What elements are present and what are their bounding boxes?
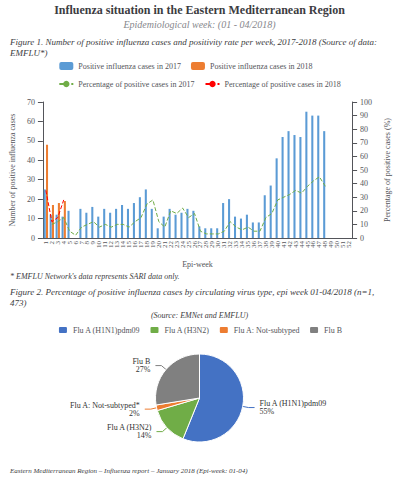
svg-text:30: 30 bbox=[214, 241, 223, 248]
svg-text:70: 70 bbox=[27, 98, 35, 107]
svg-text:Flu A: Not-subtyped*: Flu A: Not-subtyped* bbox=[70, 400, 140, 410]
svg-text:47: 47 bbox=[315, 241, 324, 248]
svg-text:Figure 1. Number of positive i: Figure 1. Number of positive influenza c… bbox=[9, 37, 379, 47]
svg-text:44: 44 bbox=[297, 241, 306, 248]
svg-text:51: 51 bbox=[339, 241, 348, 248]
svg-text:0: 0 bbox=[360, 234, 364, 243]
svg-text:(Source: EMNet and EMFLU): (Source: EMNet and EMFLU) bbox=[151, 311, 249, 320]
svg-text:34: 34 bbox=[238, 241, 247, 248]
svg-text:473): 473) bbox=[10, 298, 27, 308]
svg-text:14%: 14% bbox=[137, 431, 152, 440]
svg-text:48: 48 bbox=[321, 241, 330, 248]
svg-text:39: 39 bbox=[267, 241, 276, 248]
svg-text:37: 37 bbox=[255, 241, 264, 248]
svg-text:30: 30 bbox=[360, 193, 368, 202]
svg-text:Figure 2. Percentage of positi: Figure 2. Percentage of positive influen… bbox=[9, 287, 374, 297]
svg-text:49: 49 bbox=[327, 241, 336, 248]
svg-text:40: 40 bbox=[360, 179, 368, 188]
svg-text:31: 31 bbox=[220, 241, 229, 248]
svg-text:1: 1 bbox=[41, 241, 50, 245]
svg-text:* EMFLU Network's data represe: * EMFLU Network's data represents SARI d… bbox=[10, 272, 180, 281]
svg-text:32: 32 bbox=[226, 241, 235, 248]
svg-text:Flu B: Flu B bbox=[132, 357, 151, 367]
svg-text:60: 60 bbox=[27, 117, 35, 126]
svg-text:46: 46 bbox=[309, 241, 318, 248]
svg-text:2%: 2% bbox=[129, 409, 140, 418]
svg-text:36: 36 bbox=[250, 241, 258, 248]
svg-text:41: 41 bbox=[279, 241, 288, 248]
svg-text:20: 20 bbox=[154, 241, 163, 248]
svg-text:55%: 55% bbox=[260, 407, 275, 416]
svg-text:Positive influenza cases in 20: Positive influenza cases in 2018 bbox=[210, 62, 313, 71]
svg-text:27: 27 bbox=[196, 241, 205, 248]
svg-text:45: 45 bbox=[303, 241, 312, 248]
svg-text:90: 90 bbox=[360, 111, 368, 120]
svg-text:Flu A: Not-subtyped: Flu A: Not-subtyped bbox=[234, 326, 300, 335]
svg-text:20: 20 bbox=[360, 206, 368, 215]
svg-text:Flu B: Flu B bbox=[324, 326, 342, 335]
svg-text:52: 52 bbox=[345, 241, 353, 249]
svg-text:43: 43 bbox=[291, 241, 300, 248]
svg-text:22: 22 bbox=[166, 241, 175, 248]
svg-text:100: 100 bbox=[360, 98, 372, 107]
svg-text:Percentage of positive cases i: Percentage of positive cases in 2017 bbox=[78, 80, 194, 89]
svg-text:10: 10 bbox=[27, 214, 35, 223]
svg-text:40: 40 bbox=[27, 156, 35, 165]
svg-text:27%: 27% bbox=[136, 365, 151, 374]
svg-text:29: 29 bbox=[208, 241, 217, 248]
svg-text:20: 20 bbox=[27, 195, 35, 204]
svg-text:17: 17 bbox=[137, 241, 145, 248]
svg-text:Number of positive influenza c: Number of positive influenza cases bbox=[8, 114, 17, 227]
svg-text:10: 10 bbox=[360, 220, 368, 229]
svg-text:11: 11 bbox=[101, 241, 110, 248]
svg-text:50: 50 bbox=[27, 136, 35, 145]
svg-text:50: 50 bbox=[360, 166, 368, 175]
svg-text:21: 21 bbox=[160, 241, 169, 248]
svg-text:80: 80 bbox=[360, 125, 368, 134]
svg-text:42: 42 bbox=[285, 241, 294, 248]
svg-text:5: 5 bbox=[65, 241, 74, 245]
svg-text:15: 15 bbox=[125, 241, 134, 248]
svg-text:40: 40 bbox=[273, 241, 282, 248]
svg-text:70: 70 bbox=[360, 138, 368, 147]
svg-text:10: 10 bbox=[95, 241, 104, 248]
svg-text:Flu A (H1N1)pdm09: Flu A (H1N1)pdm09 bbox=[73, 326, 140, 335]
svg-text:0: 0 bbox=[31, 234, 35, 243]
svg-text:Positive influenza cases in 20: Positive influenza cases in 2017 bbox=[78, 62, 181, 71]
svg-text:28: 28 bbox=[202, 241, 211, 248]
svg-text:Percentage of positive cases i: Percentage of positive cases in 2018 bbox=[225, 80, 341, 89]
svg-text:4: 4 bbox=[59, 241, 68, 245]
svg-text:19: 19 bbox=[148, 241, 157, 248]
svg-text:Epidemiological week: (01 - 04: Epidemiological week: (01 - 04/2018) bbox=[122, 19, 276, 31]
svg-text:3: 3 bbox=[53, 241, 62, 245]
svg-text:12: 12 bbox=[107, 241, 116, 248]
svg-text:13: 13 bbox=[113, 241, 122, 248]
svg-text:25: 25 bbox=[184, 241, 193, 248]
svg-text:16: 16 bbox=[131, 241, 140, 248]
svg-text:26: 26 bbox=[190, 241, 199, 248]
svg-text:Flu A (H3N2): Flu A (H3N2) bbox=[107, 423, 152, 433]
svg-text:Epi-week: Epi-week bbox=[182, 260, 213, 269]
svg-text:33: 33 bbox=[232, 241, 241, 248]
svg-text:9: 9 bbox=[89, 241, 98, 245]
svg-text:Influenza situation in the Eas: Influenza situation in the Eastern Medit… bbox=[54, 3, 345, 17]
svg-text:24: 24 bbox=[178, 241, 187, 248]
svg-text:7: 7 bbox=[77, 241, 86, 245]
svg-text:Flu A (H3N2): Flu A (H3N2) bbox=[164, 326, 209, 335]
svg-text:35: 35 bbox=[244, 241, 252, 248]
svg-text:50: 50 bbox=[333, 241, 342, 248]
svg-text:2: 2 bbox=[47, 241, 56, 245]
svg-text:Flu A (H1N1)pdm09: Flu A (H1N1)pdm09 bbox=[259, 399, 327, 409]
svg-text:60: 60 bbox=[360, 152, 368, 161]
svg-text:8: 8 bbox=[83, 241, 92, 245]
svg-text:38: 38 bbox=[261, 241, 270, 248]
svg-text:23: 23 bbox=[172, 241, 181, 248]
svg-text:30: 30 bbox=[27, 175, 35, 184]
svg-text:Percentage of positive cases (: Percentage of positive cases (%) bbox=[383, 118, 392, 222]
svg-text:Eastern Mediterranean Region –: Eastern Mediterranean Region – Influenza… bbox=[9, 467, 248, 475]
svg-text:6: 6 bbox=[71, 241, 80, 245]
svg-text:18: 18 bbox=[143, 241, 151, 248]
svg-text:14: 14 bbox=[119, 241, 128, 248]
svg-text:EMFLU*): EMFLU*) bbox=[9, 48, 48, 58]
